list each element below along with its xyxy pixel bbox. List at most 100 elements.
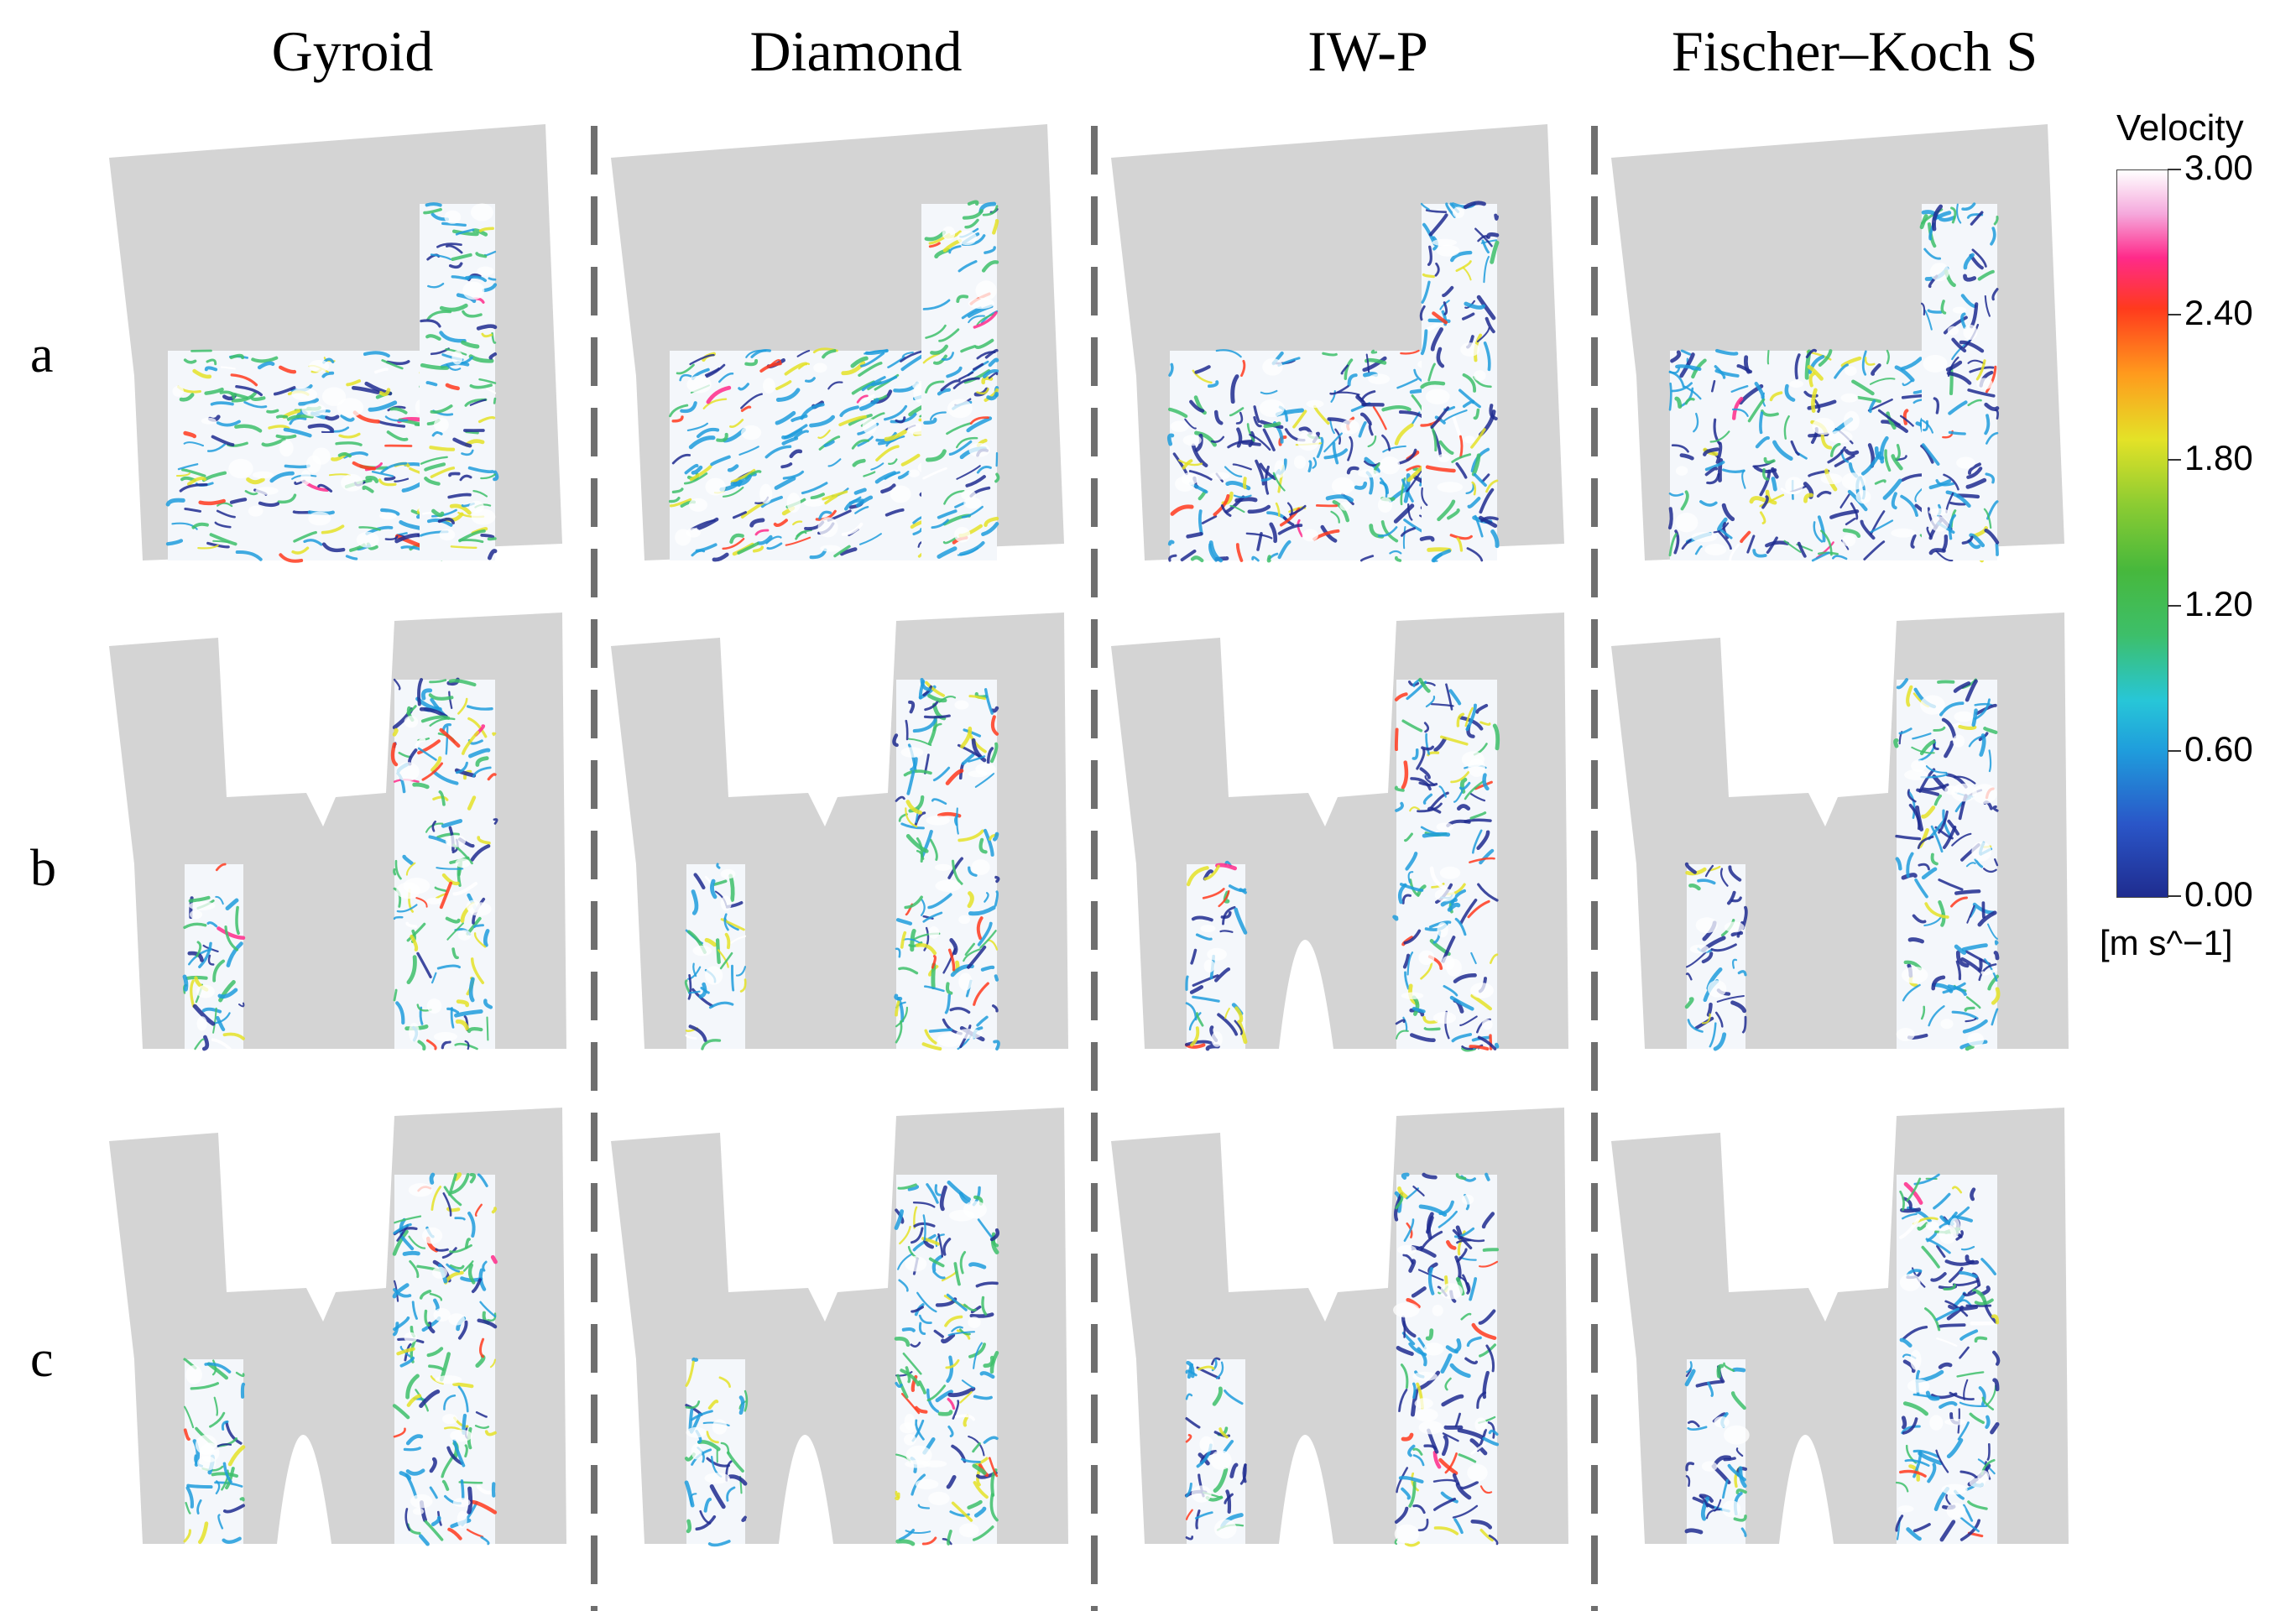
- streamline: [1749, 496, 1766, 504]
- streamline: [384, 415, 409, 422]
- lattice-strut: [942, 226, 956, 241]
- streamline: [1699, 500, 1718, 507]
- streamline: [191, 522, 209, 529]
- lattice-strut: [1695, 917, 1718, 934]
- streamline: [731, 964, 735, 992]
- streamline: [192, 368, 212, 379]
- streamline: [912, 528, 923, 536]
- streamline: [745, 349, 767, 358]
- streamline: [487, 549, 498, 560]
- streamline: [1440, 898, 1458, 907]
- streamline: [1902, 983, 1921, 1002]
- streamline: [1402, 1016, 1408, 1031]
- streamline: [959, 540, 985, 556]
- streamline: [1949, 501, 1966, 506]
- flow-panel-row2-col4: [1611, 613, 2069, 1051]
- streamline: [1469, 792, 1486, 802]
- lattice-strut: [451, 351, 463, 365]
- streamline: [392, 1229, 409, 1256]
- flow-region: [896, 1175, 997, 1544]
- part-outline: [611, 1108, 1068, 1544]
- streamline: [785, 536, 811, 546]
- streamline: [1940, 300, 1947, 315]
- streamline: [409, 1259, 420, 1279]
- streamline: [1949, 1391, 1975, 1400]
- streamline: [446, 363, 462, 371]
- streamline: [417, 1040, 426, 1051]
- streamline: [1447, 902, 1461, 912]
- streamline: [1985, 472, 1995, 484]
- streamline: [183, 1405, 195, 1429]
- streamline: [171, 522, 198, 530]
- streamline: [185, 1486, 194, 1509]
- streamline: [1194, 433, 1203, 452]
- streamline: [393, 1427, 406, 1438]
- lattice-strut: [1972, 784, 1997, 804]
- streamline: [1440, 1491, 1458, 1504]
- part-outline: [611, 613, 1068, 1049]
- streamline: [1709, 1022, 1717, 1048]
- streamline: [1762, 467, 1770, 481]
- streamline: [927, 694, 947, 703]
- streamline: [907, 1185, 920, 1191]
- streamline: [1995, 542, 1999, 556]
- column-divider-2: [1091, 126, 1098, 1611]
- streamline: [792, 520, 803, 526]
- lattice-strut: [1170, 420, 1189, 432]
- streamline: [1914, 487, 1923, 503]
- streamline: [1974, 858, 1984, 868]
- streamline: [405, 1434, 424, 1446]
- streamline: [1428, 213, 1448, 237]
- streamline: [399, 1471, 412, 1481]
- streamline: [1488, 1534, 1499, 1546]
- lattice-strut: [957, 230, 977, 246]
- streamline: [1928, 1005, 1945, 1027]
- streamline: [1732, 958, 1738, 969]
- streamline: [1479, 515, 1498, 528]
- streamline: [1765, 540, 1790, 548]
- streamline: [420, 319, 441, 328]
- streamline: [1722, 522, 1729, 540]
- streamline: [944, 993, 951, 1014]
- streamline: [1253, 415, 1262, 428]
- streamline: [1438, 1457, 1458, 1475]
- lattice-strut: [228, 458, 253, 479]
- streamline: [1747, 398, 1766, 423]
- streamline: [186, 1483, 213, 1489]
- streamline: [887, 356, 905, 368]
- streamline: [1482, 773, 1490, 791]
- streamline: [1930, 1272, 1947, 1282]
- streamline: [1208, 540, 1224, 563]
- streamline: [1730, 896, 1742, 903]
- streamline: [1979, 733, 1986, 757]
- streamline: [858, 398, 879, 411]
- streamline: [1969, 1412, 1985, 1425]
- streamline: [805, 377, 816, 383]
- streamline: [1421, 745, 1435, 751]
- streamline: [424, 1520, 444, 1541]
- lattice-strut: [1182, 435, 1202, 446]
- streamline: [1427, 1266, 1435, 1296]
- streamline: [446, 244, 463, 254]
- streamline: [187, 476, 206, 486]
- streamline: [920, 899, 926, 916]
- streamline: [989, 1457, 999, 1478]
- streamline: [1461, 312, 1475, 321]
- streamline: [1328, 418, 1335, 435]
- streamline: [1214, 967, 1231, 983]
- streamline: [1939, 1520, 1956, 1542]
- streamline: [1720, 529, 1733, 540]
- streamline: [220, 366, 236, 370]
- streamline: [978, 837, 988, 854]
- streamline: [1992, 1378, 2000, 1392]
- streamline: [1912, 914, 1927, 924]
- streamline: [1943, 473, 1959, 491]
- streamline: [1714, 1499, 1722, 1512]
- streamline: [431, 508, 457, 518]
- streamline: [275, 434, 297, 440]
- streamline: [1485, 1172, 1490, 1181]
- legend-title: Velocity: [2116, 107, 2244, 149]
- streamline: [448, 472, 461, 477]
- lattice-strut: [1951, 783, 1977, 802]
- streamline: [1189, 399, 1205, 413]
